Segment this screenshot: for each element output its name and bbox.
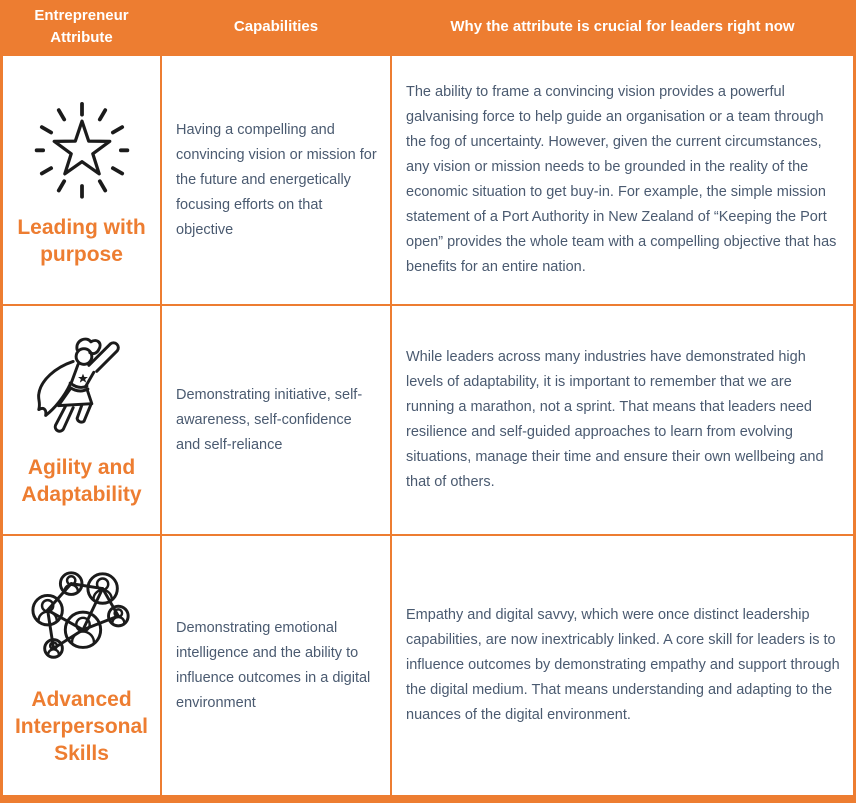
capabilities-cell: Having a compelling and convincing visio…	[162, 56, 390, 304]
column-header-why-crucial: Why the attribute is crucial for leaders…	[392, 0, 853, 54]
why-crucial-cell: While leaders across many industries hav…	[392, 306, 853, 534]
star-burst-icon	[28, 92, 136, 200]
attribute-cell-leading-with-purpose: Leading with purpose	[3, 56, 160, 304]
attribute-title: Leading with purpose	[17, 215, 146, 266]
column-header-entrepreneur-attribute: Entrepreneur Attribute	[3, 0, 160, 54]
attribute-title: Agility and Adaptability	[21, 455, 142, 506]
attribute-cell-agility-adaptability: Agility and Adaptability	[3, 306, 160, 534]
superhero-icon	[28, 332, 136, 440]
attribute-cell-advanced-interpersonal-skills: Advanced Interpersonal Skills	[3, 536, 160, 795]
attribute-title: Advanced Interpersonal Skills	[14, 687, 149, 766]
people-network-icon	[28, 564, 136, 672]
why-crucial-cell: Empathy and digital savvy, which were on…	[392, 536, 853, 795]
why-crucial-cell: The ability to frame a convincing vision…	[392, 56, 853, 304]
column-header-capabilities: Capabilities	[162, 0, 390, 54]
capabilities-cell: Demonstrating emotional intelligence and…	[162, 536, 390, 795]
capabilities-cell: Demonstrating initiative, self-awareness…	[162, 306, 390, 534]
